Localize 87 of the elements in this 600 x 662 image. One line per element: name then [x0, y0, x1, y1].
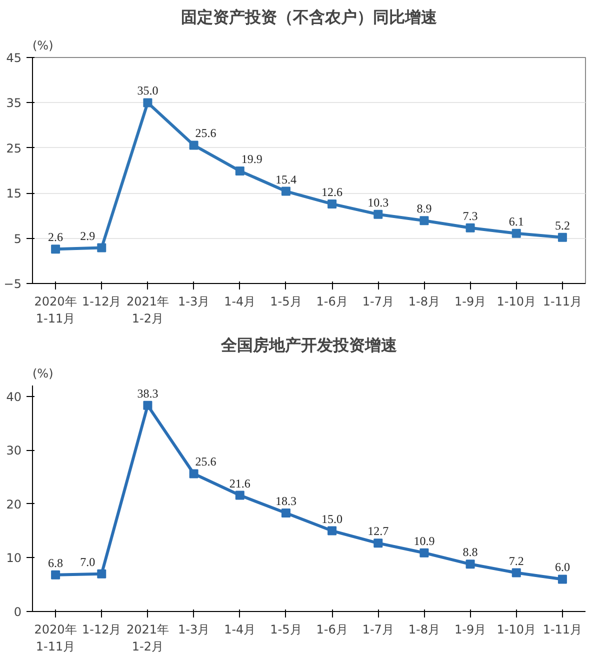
data-label: 10.3	[368, 195, 389, 210]
x-tick-label: 1-12月	[82, 622, 122, 636]
point	[51, 244, 60, 254]
y-tick-label: 10	[6, 551, 22, 566]
data-label: 18.3	[275, 494, 296, 508]
y-axis-title: (%)	[32, 38, 54, 52]
data-label: 8.9	[416, 202, 432, 216]
data-label: 19.9	[241, 152, 262, 166]
point	[558, 232, 567, 242]
point	[235, 166, 244, 176]
data-label: 7.2	[508, 554, 524, 568]
x-tick-label: 1-11月	[542, 294, 582, 308]
point	[466, 223, 475, 232]
y-axis-title: (%)	[32, 366, 54, 380]
point	[189, 140, 198, 150]
x-tick-label: 2020年 1-11月	[34, 622, 77, 654]
point	[328, 526, 337, 536]
y-tick-label: 5	[14, 232, 22, 246]
y-tick-label: 20	[6, 497, 22, 512]
y-tick-label: 15	[6, 186, 22, 201]
point	[189, 469, 198, 478]
point	[420, 548, 429, 558]
x-tick-label: 1-4月	[224, 622, 256, 636]
data-label: 8.8	[462, 545, 478, 560]
data-label: 12.7	[368, 524, 389, 538]
data-label: 15.4	[275, 172, 296, 186]
point	[420, 216, 429, 226]
point	[512, 228, 521, 238]
chart-title: 固定资产投资（不含农户）同比增速	[181, 8, 438, 26]
point	[143, 98, 152, 108]
point	[143, 400, 152, 410]
y-tick-label: 35	[6, 96, 22, 110]
x-tick-label: 1-5月	[270, 622, 302, 636]
x-tick-label: 2021年 1-2月	[126, 294, 169, 326]
data-label: 12.6	[322, 184, 343, 199]
data-label: 15.0	[322, 512, 343, 526]
data-label: 7.0	[80, 554, 96, 569]
x-tick-label: 1-7月	[362, 294, 394, 308]
x-tick-label: 1-10月	[496, 622, 536, 636]
x-tick-label: 1-5月	[270, 294, 302, 308]
data-label: 6.8	[48, 556, 64, 570]
x-tick-label: 1-6月	[316, 294, 348, 308]
point	[281, 186, 290, 196]
y-tick-label: 25	[6, 141, 22, 156]
x-tick-label: 1-9月	[454, 622, 486, 636]
x-tick-label: 1-9月	[454, 294, 486, 308]
y-tick-label: 40	[6, 390, 22, 404]
x-tick-label: 2020年 1-11月	[34, 294, 77, 326]
chart-title: 全国房地产开发投资增速	[220, 336, 398, 354]
data-label: 7.3	[462, 208, 478, 223]
data-label: 2.6	[48, 230, 64, 244]
point	[374, 210, 383, 219]
point	[328, 199, 337, 208]
x-tick-label: 1-12月	[82, 294, 122, 308]
x-tick-label: 1-11月	[542, 622, 582, 636]
point	[374, 538, 383, 548]
x-tick-label: 1-4月	[224, 294, 256, 308]
y-tick-label: 45	[6, 51, 22, 65]
point	[97, 243, 106, 252]
point	[512, 568, 521, 578]
x-tick-label: 1-3月	[178, 294, 210, 308]
point	[51, 570, 60, 580]
x-tick-label: 1-8月	[408, 622, 440, 636]
point	[97, 569, 106, 578]
point	[235, 490, 244, 500]
data-label: 38.3	[137, 386, 158, 400]
point	[281, 508, 290, 518]
y-tick-label: 30	[6, 444, 22, 458]
data-label: 25.6	[195, 454, 216, 469]
data-label: 10.9	[414, 534, 435, 548]
data-label: 5.2	[554, 218, 570, 232]
data-label: 21.6	[229, 476, 250, 490]
y-tick-label: −5	[4, 277, 22, 291]
x-tick-label: 1-3月	[178, 622, 210, 636]
x-tick-label: 2021年 1-2月	[126, 622, 169, 654]
x-tick-label: 1-10月	[496, 294, 536, 308]
point	[466, 560, 475, 569]
point	[558, 574, 567, 584]
y-tick-label: 0	[14, 605, 22, 619]
x-tick-label: 1-8月	[408, 294, 440, 308]
x-tick-label: 1-6月	[316, 622, 348, 636]
data-label: 6.1	[508, 214, 524, 228]
data-label: 25.6	[195, 126, 216, 140]
data-label: 35.0	[137, 84, 158, 98]
data-label: 6.0	[554, 560, 570, 574]
data-label: 2.9	[80, 228, 96, 243]
x-tick-label: 1-7月	[362, 622, 394, 636]
